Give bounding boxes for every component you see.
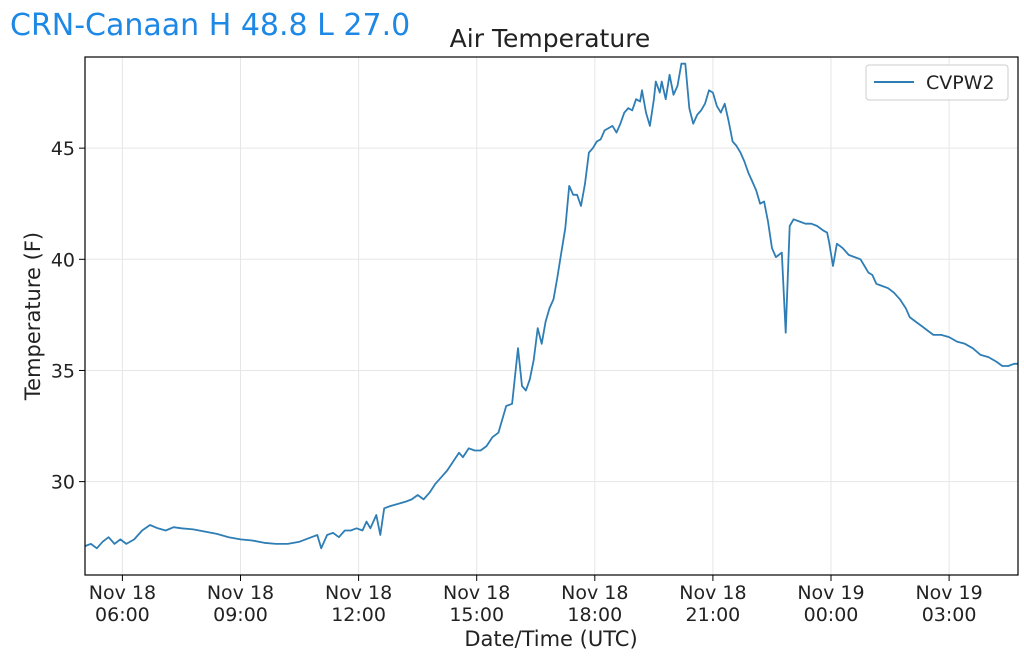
x-tick-label-date: Nov 18 bbox=[325, 582, 392, 604]
y-tick-label: 40 bbox=[51, 249, 75, 271]
x-tick-label-time: 06:00 bbox=[95, 604, 150, 626]
x-tick-label-time: 03:00 bbox=[922, 604, 977, 626]
station-title: CRN-Canaan H 48.8 L 27.0 bbox=[10, 8, 411, 43]
legend-label: CVPW2 bbox=[926, 72, 995, 94]
x-gridlines bbox=[121, 57, 950, 575]
x-tick-label-time: 00:00 bbox=[804, 604, 859, 626]
series-line-cvpw2 bbox=[84, 62, 1018, 550]
x-tick-label-time: 18:00 bbox=[567, 604, 622, 626]
x-tick-label-time: 15:00 bbox=[449, 604, 504, 626]
y-tick-label: 45 bbox=[51, 138, 75, 160]
legend-box bbox=[865, 64, 1009, 101]
x-tick-label-date: Nov 18 bbox=[89, 582, 156, 604]
y-gridlines bbox=[85, 147, 1018, 483]
y-axis-ticks: 30 35 40 45 bbox=[51, 138, 85, 494]
legend: CVPW2 bbox=[865, 64, 1009, 101]
y-tick-label: 35 bbox=[51, 360, 75, 382]
x-tick-label-time: 21:00 bbox=[686, 604, 741, 626]
y-axis-label: Temperature (F) bbox=[21, 232, 45, 401]
x-tick-label-date: Nov 19 bbox=[915, 582, 982, 604]
x-axis-label: Date/Time (UTC) bbox=[464, 627, 637, 651]
x-tick-label-date: Nov 18 bbox=[679, 582, 746, 604]
x-tick-label-date: Nov 19 bbox=[797, 582, 864, 604]
x-tick-label-time: 12:00 bbox=[331, 604, 386, 626]
chart-title: Air Temperature bbox=[450, 24, 651, 53]
x-tick-label-date: Nov 18 bbox=[207, 582, 274, 604]
series-layer bbox=[84, 62, 1018, 550]
plot-frame bbox=[84, 56, 1019, 576]
x-tick-label-date: Nov 18 bbox=[561, 582, 628, 604]
x-tick-label-date: Nov 18 bbox=[443, 582, 510, 604]
y-tick-label: 30 bbox=[51, 472, 75, 494]
x-tick-label-time: 09:00 bbox=[213, 604, 268, 626]
